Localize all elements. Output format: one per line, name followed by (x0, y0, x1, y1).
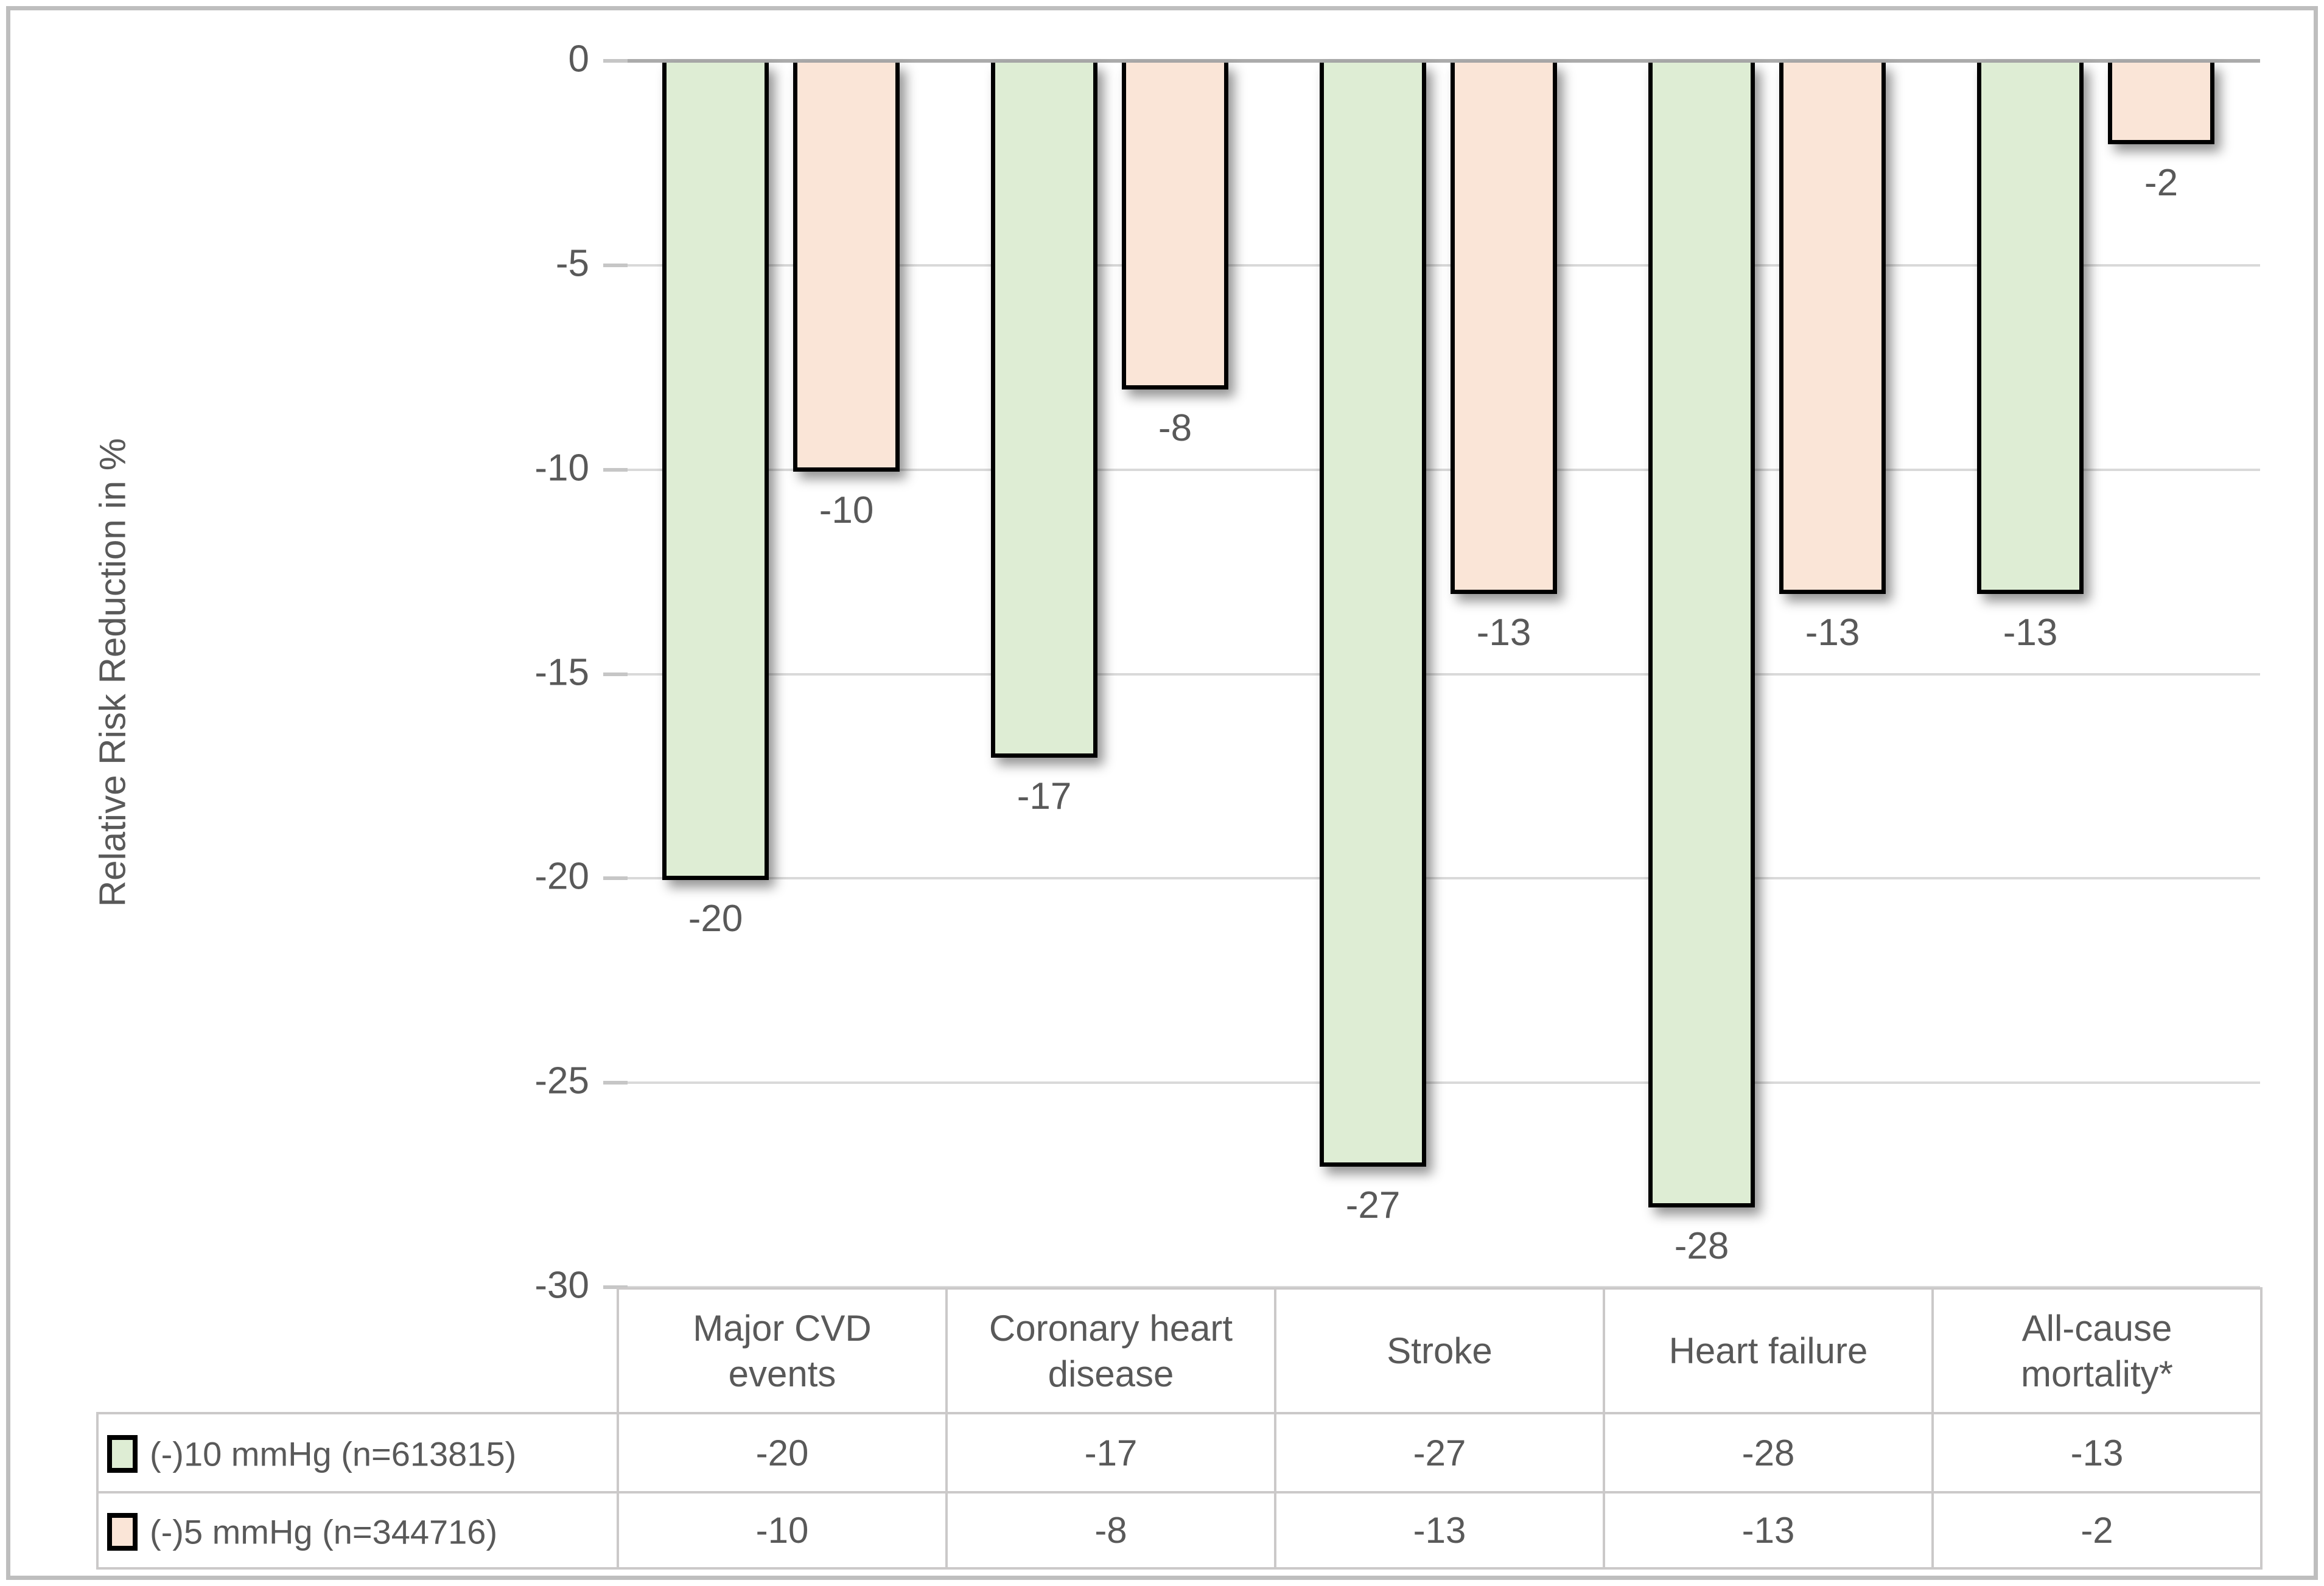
table-value-cell: -13 (1274, 1491, 1605, 1570)
chart-data-table: Major CVD events Coronary heart disease St… (96, 1287, 2263, 1570)
y-axis-tick-mark (603, 467, 628, 472)
gridline (617, 1081, 2260, 1085)
y-axis-tick-label: -5 (555, 242, 589, 285)
bar (1320, 63, 1426, 1167)
table-value-cell: -8 (945, 1491, 1276, 1570)
zero-gridline (617, 59, 2260, 63)
y-axis-title: Relative Risk Reduction in % (92, 438, 133, 907)
bar (1648, 63, 1755, 1207)
gridline (617, 877, 2260, 880)
y-axis-tick-label: 0 (568, 38, 589, 80)
bar-value-label: -13 (2003, 612, 2058, 654)
bar-value-label: -13 (1476, 612, 1531, 654)
table-value-cell: -28 (1603, 1412, 1934, 1493)
bar-value-label: -2 (2144, 162, 2179, 204)
bar (1122, 63, 1228, 390)
bar-value-label: -28 (1674, 1224, 1729, 1267)
table-value-cell: -20 (617, 1412, 948, 1493)
legend-label: (-)5 mmHg (n=344716) (150, 1512, 498, 1551)
table-header-cell: Heart failure (1603, 1287, 1934, 1414)
table-row: (-)5 mmHg (n=344716) -10 -8 -13 -13 -2 (96, 1491, 2263, 1570)
y-axis-tick-label: -15 (534, 651, 589, 694)
bar (1451, 63, 1557, 595)
bar (662, 63, 769, 881)
y-axis-tick-label: -25 (534, 1060, 589, 1102)
bar-value-label: -8 (1158, 407, 1192, 450)
table-value-cell: -13 (1931, 1412, 2263, 1493)
table-header-cell: All-cause mortality* (1931, 1287, 2263, 1414)
table-value-cell: -2 (1931, 1491, 2263, 1570)
gridline (617, 264, 2260, 267)
gridline (617, 672, 2260, 676)
gridline (617, 468, 2260, 471)
bar (1779, 63, 1886, 595)
bar-value-label: -10 (819, 489, 874, 531)
legend-label: (-)10 mmHg (n=613815) (150, 1434, 517, 1473)
table-value-cell: -27 (1274, 1412, 1605, 1493)
y-axis-tick-mark (603, 1081, 628, 1085)
table-header-cell: Stroke (1274, 1287, 1605, 1414)
legend-swatch (107, 1435, 138, 1473)
table-value-cell: -13 (1603, 1491, 1934, 1570)
y-axis-tick-label: -10 (534, 447, 589, 489)
y-axis-tick-mark (603, 1285, 628, 1289)
y-axis-tick-mark (603, 263, 628, 267)
legend-cell: (-)5 mmHg (n=344716) (96, 1491, 619, 1570)
y-axis-tick-mark (603, 672, 628, 676)
table-value-cell: -10 (617, 1491, 948, 1570)
y-axis-tick-mark (603, 59, 628, 63)
bar-value-label: -13 (1805, 612, 1860, 654)
bar-value-label: -27 (1345, 1184, 1401, 1226)
bar (1977, 63, 2084, 595)
bar-value-label: -17 (1017, 775, 1072, 817)
legend-cell: (-)10 mmHg (n=613815) (96, 1412, 619, 1493)
gridline (617, 1286, 2260, 1288)
y-axis-tick-label: -20 (534, 855, 589, 898)
table-value-cell: -17 (945, 1412, 1276, 1493)
table-corner-blank-cell (97, 1288, 619, 1414)
legend-swatch (107, 1512, 138, 1551)
bar (2108, 63, 2214, 145)
table-row: (-)10 mmHg (n=613815) -20 -17 -27 -28 -13 (96, 1412, 2263, 1493)
table-header-cell: Coronary heart disease (945, 1287, 1276, 1414)
table-header-row: Major CVD events Coronary heart disease St… (97, 1287, 2263, 1414)
y-axis-tick-mark (603, 876, 628, 881)
table-header-cell: Major CVD events (617, 1287, 948, 1414)
bar (793, 63, 900, 472)
bar-value-label: -20 (688, 898, 743, 940)
bar (991, 63, 1097, 758)
